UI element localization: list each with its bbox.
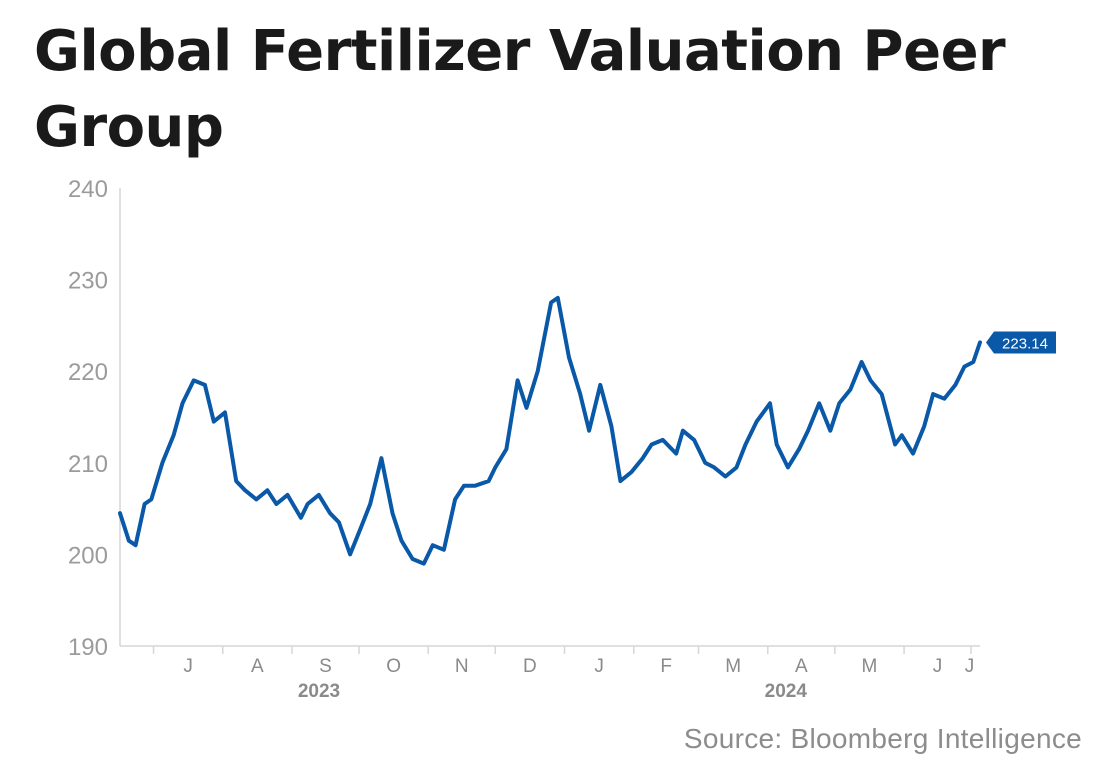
year-label: 2024 [765,681,808,702]
x-tick-label: O [386,656,401,677]
y-axis: 190 200 210 220 230 240 [68,176,108,661]
last-value-marker: 223.14 [986,331,1056,354]
series-line [118,295,982,566]
x-tick-label: A [251,656,264,677]
value-flag [986,331,1056,354]
x-tick-label: J [594,656,604,677]
source-note: Source: Bloomberg Intelligence [683,723,1082,754]
last-value-label: 223.14 [1002,335,1048,352]
x-tick-label: A [795,656,808,677]
x-tick-label: N [455,656,469,677]
x-axis: J A S O N D J F M A M J J 2023 2024 [152,646,975,702]
x-tick-label: S [319,656,332,677]
chart-title: Global Fertilizer Valuation Peer Group [34,19,1006,160]
y-tick-label: 200 [68,542,108,569]
series-group [118,295,982,566]
x-tick-label: D [523,656,537,677]
x-tick-label: M [862,656,878,677]
y-tick-label: 230 [68,268,108,295]
x-tick-label: F [660,656,672,677]
x-tick-label: M [725,656,741,677]
x-tick-label: J [933,656,943,677]
year-label: 2023 [298,681,340,702]
y-tick-label: 190 [68,634,108,661]
y-tick-label: 220 [68,359,108,386]
x-tick-label: J [183,656,193,677]
chart-axes [119,188,980,647]
y-tick-label: 240 [68,176,108,203]
y-tick-label: 210 [68,451,108,478]
x-tick-label: J [965,656,975,677]
